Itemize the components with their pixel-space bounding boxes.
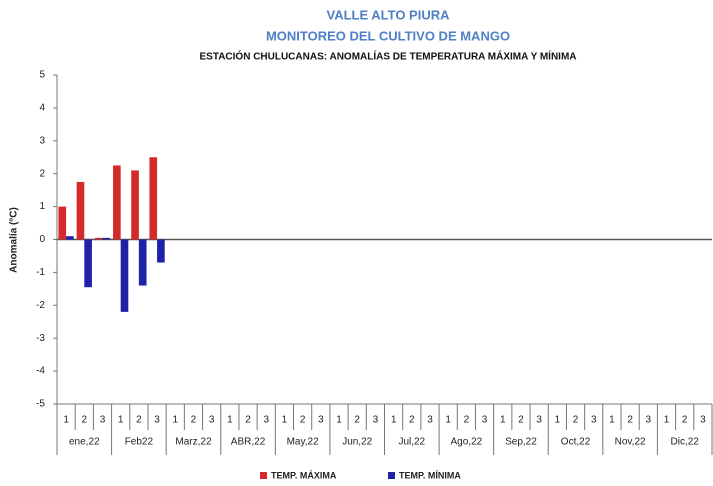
group-label: ene,22	[69, 437, 100, 448]
chart-subtitle: MONITOREO DEL CULTIVO DE MANGO	[266, 28, 510, 43]
y-tick-label: 2	[39, 168, 45, 179]
group-label: Feb22	[125, 437, 154, 448]
bar	[94, 237, 103, 240]
bar	[138, 239, 147, 286]
bar	[102, 237, 111, 240]
group-label: Marz,22	[175, 437, 212, 448]
x-tick-label: 3	[427, 415, 433, 426]
x-tick-label: 1	[445, 415, 451, 426]
x-tick-label: 1	[664, 415, 670, 426]
x-tick-label: 2	[354, 415, 360, 426]
legend-swatch	[388, 472, 395, 479]
y-tick-label: -4	[36, 366, 45, 377]
x-tick-label: 2	[245, 415, 251, 426]
x-tick-label: 2	[300, 415, 306, 426]
legend-swatch	[260, 472, 267, 479]
y-axis-label: Anomalía (°C)	[9, 207, 20, 273]
chart-heading: ESTACIÓN CHULUCANAS: ANOMALÍAS DE TEMPER…	[199, 50, 576, 63]
bar	[113, 165, 121, 240]
x-tick-label: 1	[609, 415, 615, 426]
bar	[157, 239, 165, 263]
x-tick-label: 2	[518, 415, 524, 426]
x-tick-label: 1	[555, 415, 561, 426]
bar	[131, 170, 139, 240]
x-tick-label: 3	[482, 415, 488, 426]
x-tick-label: 3	[209, 415, 215, 426]
x-tick-label: 1	[118, 415, 124, 426]
x-tick-label: 3	[263, 415, 269, 426]
group-label: ABR,22	[231, 437, 266, 448]
x-tick-label: 3	[154, 415, 160, 426]
x-tick-label: 3	[100, 415, 106, 426]
bar	[58, 206, 67, 240]
x-tick-label: 1	[63, 415, 69, 426]
group-label: Sep,22	[505, 437, 537, 448]
x-tick-label: 3	[591, 415, 597, 426]
y-tick-label: -1	[36, 267, 45, 278]
group-label: Dic,22	[671, 437, 700, 448]
x-tick-label: 2	[409, 415, 415, 426]
bar	[76, 181, 85, 240]
x-tick-label: 1	[500, 415, 506, 426]
group-label: May,22	[287, 437, 319, 448]
x-tick-label: 1	[227, 415, 233, 426]
y-tick-label: -5	[36, 399, 45, 410]
x-tick-label: 2	[191, 415, 197, 426]
chart-title: VALLE ALTO PIURA	[326, 7, 450, 22]
x-tick-label: 2	[682, 415, 688, 426]
x-tick-label: 3	[373, 415, 379, 426]
y-tick-label: 5	[39, 70, 45, 81]
group-label: Jul,22	[398, 437, 425, 448]
bar	[84, 239, 92, 288]
x-tick-label: 2	[464, 415, 470, 426]
x-tick-label: 1	[172, 415, 178, 426]
y-tick-label: 4	[39, 103, 45, 114]
legend-label: TEMP. MÁXIMA	[271, 470, 337, 480]
x-tick-label: 1	[336, 415, 342, 426]
group-label: Ago,22	[451, 437, 483, 448]
legend-label: TEMP. MÍNIMA	[399, 470, 461, 480]
y-tick-label: -3	[36, 333, 45, 344]
bar	[66, 236, 74, 240]
bar	[149, 157, 158, 240]
y-tick-label: -2	[36, 300, 45, 311]
group-label: Oct,22	[561, 437, 591, 448]
x-tick-label: 2	[136, 415, 142, 426]
y-tick-label: 3	[39, 135, 45, 146]
x-tick-label: 3	[646, 415, 652, 426]
y-tick-label: 0	[39, 234, 45, 245]
bar	[120, 239, 129, 312]
x-tick-label: 2	[82, 415, 88, 426]
x-tick-label: 1	[282, 415, 288, 426]
x-tick-label: 3	[700, 415, 706, 426]
x-tick-label: 2	[573, 415, 579, 426]
x-tick-label: 3	[536, 415, 542, 426]
group-label: Nov,22	[615, 437, 646, 448]
x-tick-label: 2	[627, 415, 633, 426]
y-tick-label: 1	[39, 201, 45, 212]
x-tick-label: 1	[391, 415, 397, 426]
group-label: Jun,22	[342, 437, 372, 448]
x-tick-label: 3	[318, 415, 324, 426]
